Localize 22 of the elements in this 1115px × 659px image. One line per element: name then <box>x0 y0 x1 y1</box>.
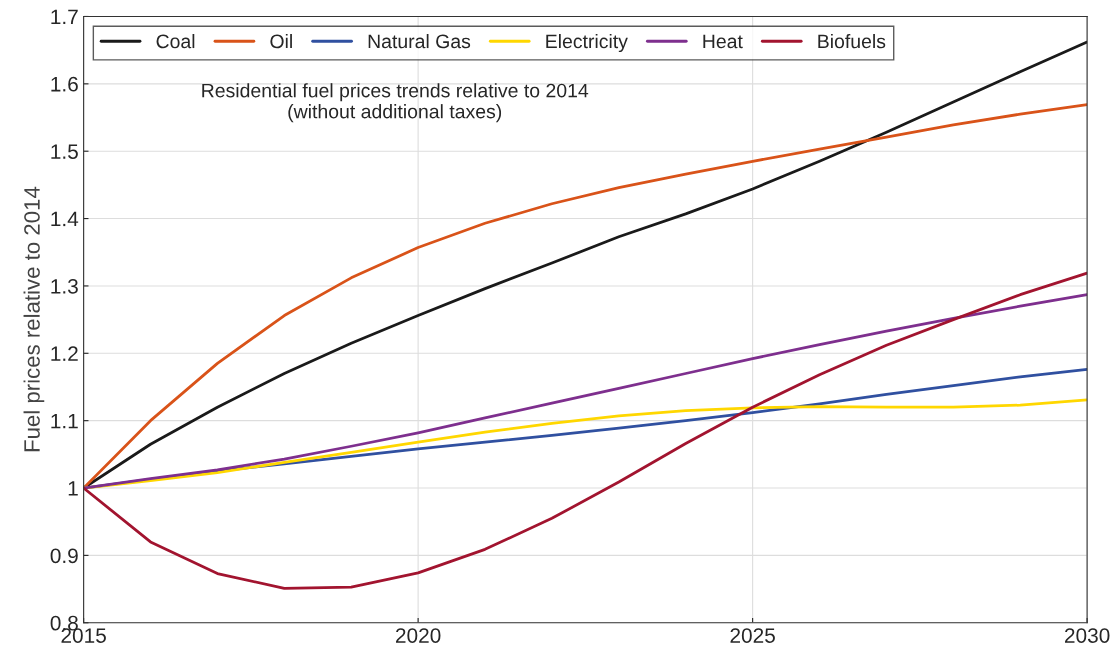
x-tick-label: 2025 <box>730 628 775 643</box>
legend-label: Electricity <box>546 33 628 53</box>
line-series <box>83 271 1088 590</box>
x-tick-label: 2020 <box>396 628 441 643</box>
text: Residential fuel prices trends relative to 2014 (without additional taxes) <box>202 83 589 123</box>
legend-label: Oil <box>270 33 292 49</box>
y-tick-label: 1.7 <box>51 9 78 25</box>
y-tick-label: 1.5 <box>51 144 78 159</box>
legend-label: Biofuels <box>818 33 886 49</box>
legend-label: Heat <box>703 34 743 49</box>
line-series <box>83 293 1088 490</box>
legend-label: Coal <box>156 33 195 49</box>
x-tick-label: 2030 <box>1065 628 1110 643</box>
y-tick-label: 0.9 <box>50 548 78 564</box>
y-tick-label: 1 <box>68 481 78 496</box>
legend-label: Natural Gas <box>368 33 471 49</box>
y-tick-label: 1.3 <box>51 278 78 294</box>
y-tick-label: 1.4 <box>51 211 79 227</box>
y-tick-label: 1.6 <box>51 76 78 92</box>
y-tick-label: 1.2 <box>51 346 78 361</box>
y-tick-label: 1.1 <box>51 413 78 429</box>
y-axis-title: Fuel prices relative to 2014 <box>23 186 45 452</box>
